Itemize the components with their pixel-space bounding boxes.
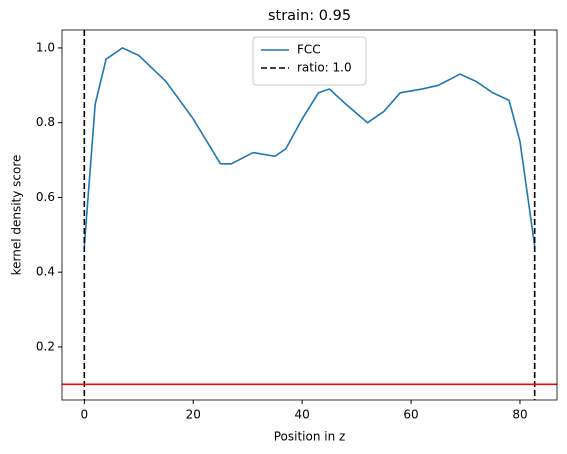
x-tick-label: 0 [81,408,89,422]
y-tick-label: 0.4 [36,265,55,279]
y-axis-label: kernel density score [10,155,24,276]
x-tick-label: 40 [295,408,310,422]
legend-label: FCC [297,43,321,57]
y-tick-label: 0.6 [36,190,55,204]
y-tick-label: 1.0 [36,40,55,54]
line [83,47,536,247]
axes-frame [61,29,558,401]
y-tick-label: 0.2 [36,339,55,353]
y-tick-label: 0.8 [36,115,55,129]
chart-title: strain: 0.95 [268,8,351,24]
legend-label: ratio: 1.0 [297,61,352,75]
x-tick-label: 60 [403,408,418,422]
x-tick-label: 80 [512,408,527,422]
legend-box [252,36,367,86]
x-axis-label: Position in z [274,430,346,444]
x-tick-label: 20 [186,408,201,422]
